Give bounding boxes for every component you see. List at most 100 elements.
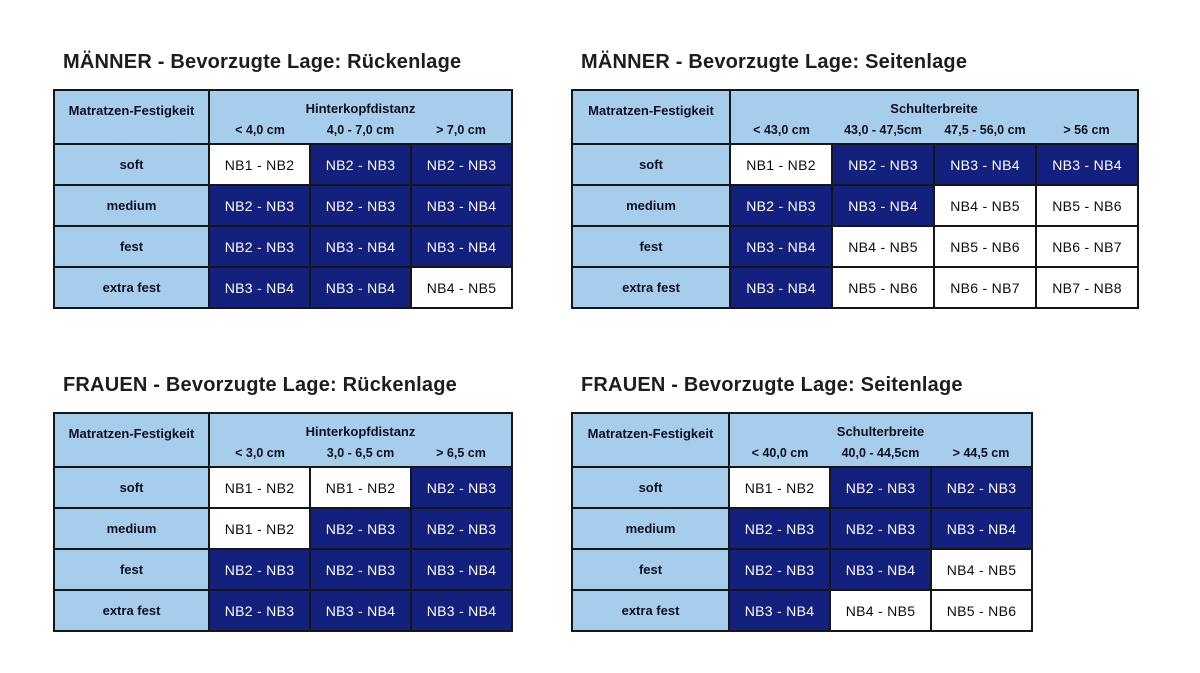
value-cell: NB3 - NB4 [831,184,935,227]
value-cell: NB3 - NB4 [930,507,1033,550]
value-cell: NB3 - NB4 [729,266,833,309]
value-cell: NB2 - NB3 [728,548,831,591]
col-header: > 56 cm [1036,120,1138,144]
row-label: medium [571,507,730,550]
value-cell: NB4 - NB5 [410,266,513,309]
value-cell: NB6 - NB7 [933,266,1037,309]
value-cell: NB1 - NB2 [208,143,311,186]
value-cell: NB3 - NB4 [829,548,932,591]
col-header: 3,0 - 6,5 cm [310,443,411,467]
value-cell: NB4 - NB5 [930,548,1033,591]
row-label: fest [53,225,210,268]
value-cell: NB2 - NB3 [930,466,1033,509]
value-cell: NB4 - NB5 [933,184,1037,227]
table-row: soft NB1 - NB2 NB2 - NB3 NB2 - NB3 [53,143,513,186]
value-cell: NB2 - NB3 [728,507,831,550]
table-row: medium NB2 - NB3 NB2 - NB3 NB3 - NB4 [53,184,513,227]
col-header: 4,0 - 7,0 cm [310,120,411,144]
table-title-frauen-rueckenlage: FRAUEN - Bevorzugte Lage: Rückenlage [63,374,457,396]
row-label: medium [53,507,210,550]
table-row: medium NB2 - NB3 NB3 - NB4 NB4 - NB5 NB5… [571,184,1139,227]
col-header: > 7,0 cm [411,120,512,144]
value-cell: NB3 - NB4 [309,225,412,268]
table-frauen-seitenlage: Matratzen-Festigkeit Schulterbreite < 40… [571,412,1033,632]
table-row: extra fest NB3 - NB4 NB4 - NB5 NB5 - NB6 [571,589,1033,632]
row-label: soft [571,143,731,186]
corner-header: Matratzen-Festigkeit [571,89,731,145]
table-row: medium NB1 - NB2 NB2 - NB3 NB2 - NB3 [53,507,513,550]
row-label: extra fest [53,266,210,309]
panel-frauen-rueckenlage: FRAUEN - Bevorzugte Lage: Rückenlage Mat… [53,372,513,632]
row-label: soft [571,466,730,509]
value-cell: NB3 - NB4 [410,184,513,227]
corner-header: Matratzen-Festigkeit [53,412,210,468]
row-label: soft [53,143,210,186]
panel-maenner-rueckenlage: MÄNNER - Bevorzugte Lage: Rückenlage Mat… [53,49,513,309]
value-cell: NB2 - NB3 [208,589,311,632]
table-row: extra fest NB3 - NB4 NB5 - NB6 NB6 - NB7… [571,266,1139,309]
col-header: > 6,5 cm [411,443,512,467]
value-cell: NB1 - NB2 [728,466,831,509]
table-maenner-seitenlage: Matratzen-Festigkeit Schulterbreite < 43… [571,89,1139,309]
value-cell: NB3 - NB4 [309,266,412,309]
value-cell: NB2 - NB3 [208,225,311,268]
value-cell: NB3 - NB4 [410,589,513,632]
value-cell: NB2 - NB3 [309,143,412,186]
row-label: medium [53,184,210,227]
value-cell: NB2 - NB3 [829,507,932,550]
value-cell: NB2 - NB3 [829,466,932,509]
row-label: medium [571,184,731,227]
value-cell: NB5 - NB6 [933,225,1037,268]
value-cell: NB6 - NB7 [1035,225,1139,268]
group-header: Schulterbreite [729,89,1139,120]
table-title-frauen-seitenlage: FRAUEN - Bevorzugte Lage: Seitenlage [581,374,963,396]
value-cell: NB1 - NB2 [208,507,311,550]
table-row: medium NB2 - NB3 NB2 - NB3 NB3 - NB4 [571,507,1033,550]
value-cell: NB2 - NB3 [309,548,412,591]
value-cell: NB3 - NB4 [309,589,412,632]
table-row: fest NB2 - NB3 NB2 - NB3 NB3 - NB4 [53,548,513,591]
value-cell: NB3 - NB4 [728,589,831,632]
header-row: Matratzen-Festigkeit Schulterbreite [571,89,1139,145]
group-header: Hinterkopfdistanz [208,89,513,120]
subheader-row: < 40,0 cm 40,0 - 44,5cm > 44,5 cm [572,443,1032,467]
value-cell: NB5 - NB6 [1035,184,1139,227]
col-header: < 4,0 cm [209,120,310,144]
row-label: fest [571,225,731,268]
value-cell: NB4 - NB5 [829,589,932,632]
table-row: soft NB1 - NB2 NB2 - NB3 NB3 - NB4 NB3 -… [571,143,1139,186]
value-cell: NB2 - NB3 [410,507,513,550]
value-cell: NB3 - NB4 [1035,143,1139,186]
value-cell: NB3 - NB4 [933,143,1037,186]
table-row: fest NB3 - NB4 NB4 - NB5 NB5 - NB6 NB6 -… [571,225,1139,268]
panel-maenner-seitenlage: MÄNNER - Bevorzugte Lage: Seitenlage Mat… [571,49,1139,309]
value-cell: NB2 - NB3 [309,507,412,550]
value-cell: NB3 - NB4 [410,548,513,591]
value-cell: NB2 - NB3 [831,143,935,186]
row-label: extra fest [571,589,730,632]
value-cell: NB2 - NB3 [309,184,412,227]
col-header: > 44,5 cm [931,443,1032,467]
col-header: < 43,0 cm [730,120,832,144]
value-cell: NB2 - NB3 [208,184,311,227]
subheader-row: < 43,0 cm 43,0 - 47,5cm 47,5 - 56,0 cm >… [572,120,1138,144]
value-cell: NB7 - NB8 [1035,266,1139,309]
value-cell: NB5 - NB6 [930,589,1033,632]
table-row: extra fest NB3 - NB4 NB3 - NB4 NB4 - NB5 [53,266,513,309]
header-row: Matratzen-Festigkeit Hinterkopfdistanz [53,412,513,468]
header-row: Matratzen-Festigkeit Hinterkopfdistanz [53,89,513,145]
value-cell: NB1 - NB2 [729,143,833,186]
row-label: extra fest [53,589,210,632]
table-row: soft NB1 - NB2 NB1 - NB2 NB2 - NB3 [53,466,513,509]
value-cell: NB2 - NB3 [208,548,311,591]
table-frauen-rueckenlage: Matratzen-Festigkeit Hinterkopfdistanz <… [53,412,513,632]
col-header: 47,5 - 56,0 cm [934,120,1036,144]
value-cell: NB5 - NB6 [831,266,935,309]
table-title-maenner-seitenlage: MÄNNER - Bevorzugte Lage: Seitenlage [581,51,968,73]
value-cell: NB3 - NB4 [729,225,833,268]
row-label: fest [53,548,210,591]
group-header: Hinterkopfdistanz [208,412,513,443]
subheader-row: < 3,0 cm 3,0 - 6,5 cm > 6,5 cm [54,443,512,467]
row-label: extra fest [571,266,731,309]
col-header: 40,0 - 44,5cm [830,443,931,467]
